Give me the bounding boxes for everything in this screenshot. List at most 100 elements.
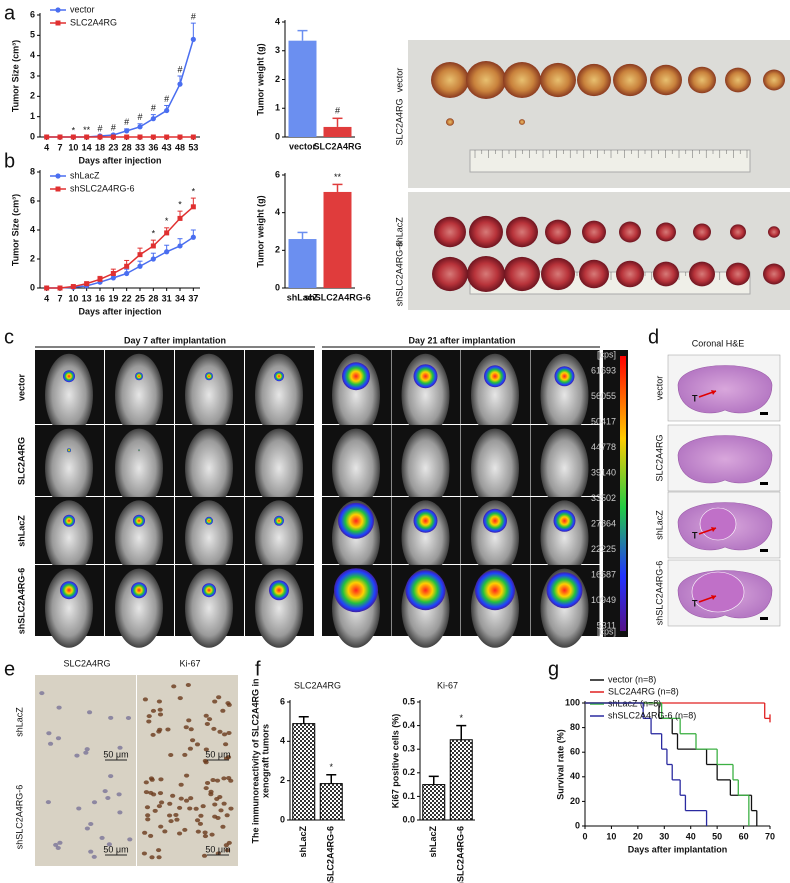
nucleus <box>157 712 164 717</box>
x-tick-label: 20 <box>633 831 643 841</box>
nucleus <box>149 855 155 860</box>
nucleus <box>178 796 184 801</box>
chart-title: SLC2A4RG <box>294 680 341 690</box>
signal <box>338 502 374 539</box>
x-tick-label: 22 <box>122 293 132 303</box>
point <box>124 134 130 140</box>
row-label: shSLC2A4RG-6 <box>16 568 26 635</box>
ihc-image <box>137 770 238 866</box>
x-tick-label: 16 <box>95 293 105 303</box>
bar <box>449 739 473 821</box>
nucleus <box>145 817 151 822</box>
y-axis-label: Ki67 positive cells (%) <box>390 714 400 809</box>
nucleus <box>86 710 93 715</box>
mouse <box>332 428 380 508</box>
signal <box>60 581 78 600</box>
scale-label: 50 μm <box>205 844 230 854</box>
x-tick-label: shLacZ <box>298 826 308 858</box>
nucleus <box>220 708 226 713</box>
significance-label: * <box>72 125 76 135</box>
point <box>190 134 196 140</box>
signal <box>133 514 145 527</box>
significance-label: # <box>191 12 196 22</box>
nucleus <box>187 806 193 811</box>
mouse <box>255 353 303 437</box>
nucleus <box>203 760 209 765</box>
nucleus <box>116 792 122 797</box>
nucleus <box>166 813 173 818</box>
nucleus <box>224 848 231 853</box>
significance-label: # <box>164 94 169 104</box>
mouse <box>471 353 519 437</box>
significance-label: * <box>459 713 463 723</box>
signal <box>484 365 506 388</box>
tumor <box>656 222 676 242</box>
nucleus <box>144 805 151 810</box>
scale-bar <box>760 549 768 552</box>
scale-label: 50 μm <box>103 844 128 854</box>
tumor <box>616 260 644 288</box>
mouse <box>255 568 303 648</box>
nucleus <box>203 713 209 718</box>
tumor-region <box>691 571 745 613</box>
nucleus <box>194 818 201 823</box>
y-tick-label: 0 <box>30 131 35 141</box>
significance-label: # <box>137 112 142 122</box>
tumor <box>519 119 525 125</box>
panel-label: f <box>255 658 261 680</box>
legend-label: vector <box>70 4 95 14</box>
row-label: shLacZ <box>14 707 24 737</box>
nucleus <box>83 750 89 755</box>
tumor <box>541 257 575 291</box>
nucleus <box>55 736 62 741</box>
photo-label: shSLC2A4RG-6 <box>394 242 404 307</box>
point <box>124 128 130 134</box>
mouse <box>255 428 303 508</box>
nucleus <box>208 789 214 794</box>
nucleus <box>183 798 190 803</box>
nucleus <box>218 808 224 813</box>
row-label: SLC2A4RG <box>16 437 26 485</box>
row-label: SLC2A4RG <box>654 434 664 481</box>
tumor <box>726 262 750 286</box>
nucleus <box>202 830 208 835</box>
nucleus <box>198 813 204 818</box>
point <box>190 204 196 210</box>
nucleus <box>211 726 217 731</box>
tumor <box>725 67 751 93</box>
x-tick-label: shSLC2A4RG-6 <box>326 826 336 883</box>
nucleus <box>223 742 229 747</box>
signal <box>63 370 75 383</box>
point <box>110 275 116 281</box>
nucleus <box>39 691 45 696</box>
nucleus <box>158 824 164 829</box>
nucleus <box>203 786 209 791</box>
nucleus <box>185 683 191 688</box>
panel-label: e <box>4 658 15 680</box>
point <box>57 285 63 291</box>
nucleus <box>145 813 151 818</box>
x-tick-label: 43 <box>162 142 172 152</box>
legend-label: SLC2A4RG (n=8) <box>608 686 679 696</box>
x-tick-label: 10 <box>68 293 78 303</box>
point <box>150 243 156 249</box>
point <box>137 124 143 130</box>
nucleus <box>151 792 157 797</box>
x-tick-label: 10 <box>68 142 78 152</box>
nucleus <box>200 804 206 809</box>
scale-label: 50 μm <box>103 749 128 759</box>
x-tick-label: 28 <box>148 293 158 303</box>
nucleus <box>158 777 164 782</box>
point <box>110 271 116 276</box>
point <box>177 134 183 140</box>
nucleus <box>149 777 155 782</box>
nucleus <box>117 745 123 750</box>
nucleus <box>182 827 188 832</box>
nucleus <box>162 829 168 834</box>
point <box>164 230 170 236</box>
mouse <box>540 428 589 508</box>
arrow-head <box>711 390 716 395</box>
point <box>57 134 63 140</box>
tumor <box>653 261 679 287</box>
